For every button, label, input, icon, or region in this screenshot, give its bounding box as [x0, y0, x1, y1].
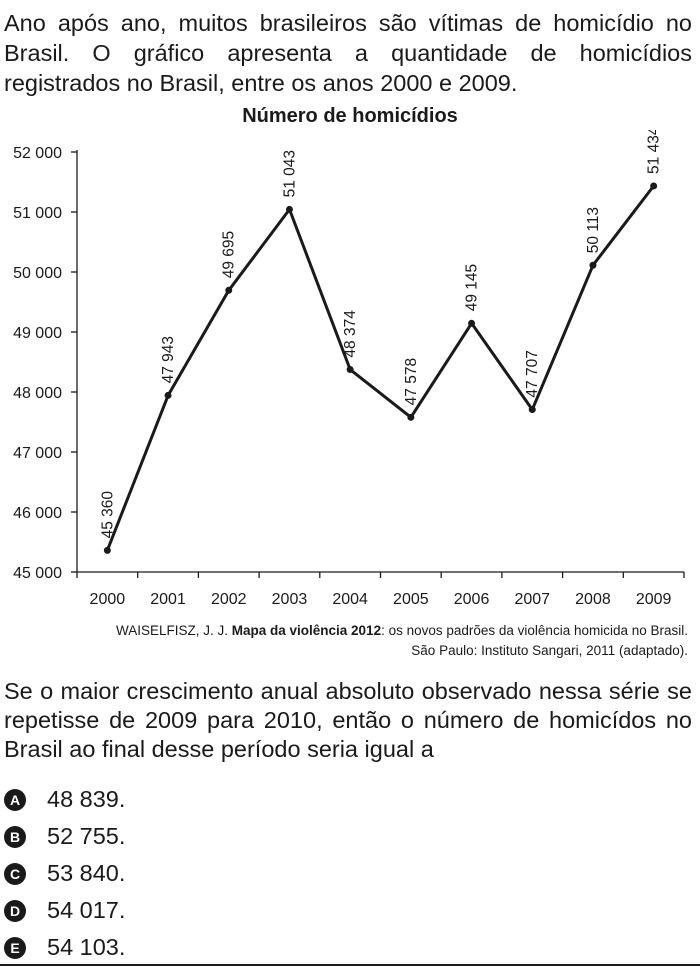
- option-b-text: 52 755.: [47, 823, 126, 849]
- y-tick-label: 46 000: [13, 505, 62, 522]
- y-tick-label: 47 000: [13, 445, 62, 462]
- x-tick-label: 2004: [332, 591, 368, 608]
- data-point: [103, 546, 111, 554]
- data-labels: 45 360 47 943 49 695 51 043 48 374 47 578 49 1…: [99, 130, 662, 538]
- option-c[interactable]: C 53 840.: [4, 855, 125, 892]
- answer-options: A 48 839. B 52 755. C 53 840. D 54 017. …: [4, 781, 125, 966]
- data-label: 47 707: [524, 350, 541, 397]
- x-tick-label: 2006: [454, 591, 490, 608]
- x-tick-label: 2009: [636, 591, 672, 608]
- data-label: 50 113: [585, 207, 602, 253]
- data-label: 51 434: [646, 130, 663, 174]
- y-tick-label: 49 000: [13, 325, 62, 342]
- source-author: WAISELFISZ, J. J.: [115, 623, 228, 638]
- data-label: 49 695: [221, 231, 238, 278]
- y-tick-label: 50 000: [13, 265, 62, 282]
- data-label: 48 374: [342, 310, 359, 358]
- y-tick-label: 52 000: [13, 145, 62, 162]
- x-tick-label: 2001: [150, 591, 186, 608]
- source-book-title: Mapa da violência 2012: [231, 623, 382, 638]
- y-tick-label: 45 000: [13, 565, 62, 582]
- option-a-badge: A: [4, 788, 26, 811]
- source-line-2: São Paulo: Instituto Sangari, 2011 (adap…: [411, 643, 688, 658]
- option-a[interactable]: A 48 839.: [4, 781, 125, 818]
- data-point: [589, 261, 597, 269]
- chart-title: Número de homicídios: [242, 105, 458, 127]
- x-tick-label: 2002: [211, 591, 247, 608]
- source-rest: : os novos padrões da violência homicida…: [381, 623, 688, 638]
- intro-text: Ano após ano, muitos brasileiros são vít…: [4, 10, 692, 96]
- data-point: [528, 406, 536, 414]
- bottom-rule: [0, 964, 700, 966]
- option-c-text: 53 840.: [47, 860, 126, 886]
- option-d[interactable]: D 54 017.: [4, 892, 125, 929]
- data-label: 45 360: [99, 491, 116, 539]
- source-citation: WAISELFISZ, J. J. Mapa da violência 2012…: [116, 621, 688, 661]
- y-tick-label: 51 000: [13, 205, 62, 222]
- x-tick-label: 2000: [90, 591, 126, 608]
- data-point: [468, 319, 476, 327]
- data-point: [346, 366, 354, 374]
- data-label: 47 943: [160, 336, 177, 383]
- data-point: [650, 182, 658, 190]
- data-label: 51 043: [281, 150, 298, 197]
- x-tick-label: 2003: [272, 591, 308, 608]
- option-e-badge: E: [4, 936, 26, 959]
- series-line: [105, 185, 655, 551]
- x-tick-label: 2007: [514, 591, 550, 608]
- series-homicides: [103, 182, 658, 554]
- source-line-1: WAISELFISZ, J. J. Mapa da violência 2012…: [116, 621, 688, 641]
- option-e[interactable]: E 54 103.: [4, 929, 125, 966]
- option-a-text: 48 839.: [47, 786, 126, 812]
- data-point: [164, 391, 172, 399]
- data-point: [407, 413, 415, 421]
- option-b-badge: B: [4, 825, 26, 848]
- question-text: Se o maior crescimento anual absoluto ob…: [4, 678, 692, 762]
- data-point: [285, 205, 293, 213]
- option-e-text: 54 103.: [47, 934, 126, 960]
- data-label: 47 578: [403, 358, 420, 405]
- y-tick-label: 48 000: [13, 385, 62, 402]
- x-tick-label: 2005: [393, 591, 429, 608]
- homicides-line-chart: 45 000 46 000 47 000 48 000 49 000 50 000 51 0…: [13, 130, 685, 608]
- option-b[interactable]: B 52 755.: [4, 818, 125, 855]
- x-axis: 2000 2001 2002 2003 2004 2005 2006 2007 2008 2009: [76, 571, 685, 608]
- data-label: 49 145: [464, 264, 481, 311]
- option-d-text: 54 017.: [47, 897, 126, 923]
- x-tick-label: 2008: [575, 591, 611, 608]
- option-c-badge: C: [4, 862, 26, 885]
- data-point: [225, 286, 233, 294]
- option-d-badge: D: [4, 899, 26, 922]
- y-axis: 45 000 46 000 47 000 48 000 49 000 50 000 51 0…: [13, 145, 78, 582]
